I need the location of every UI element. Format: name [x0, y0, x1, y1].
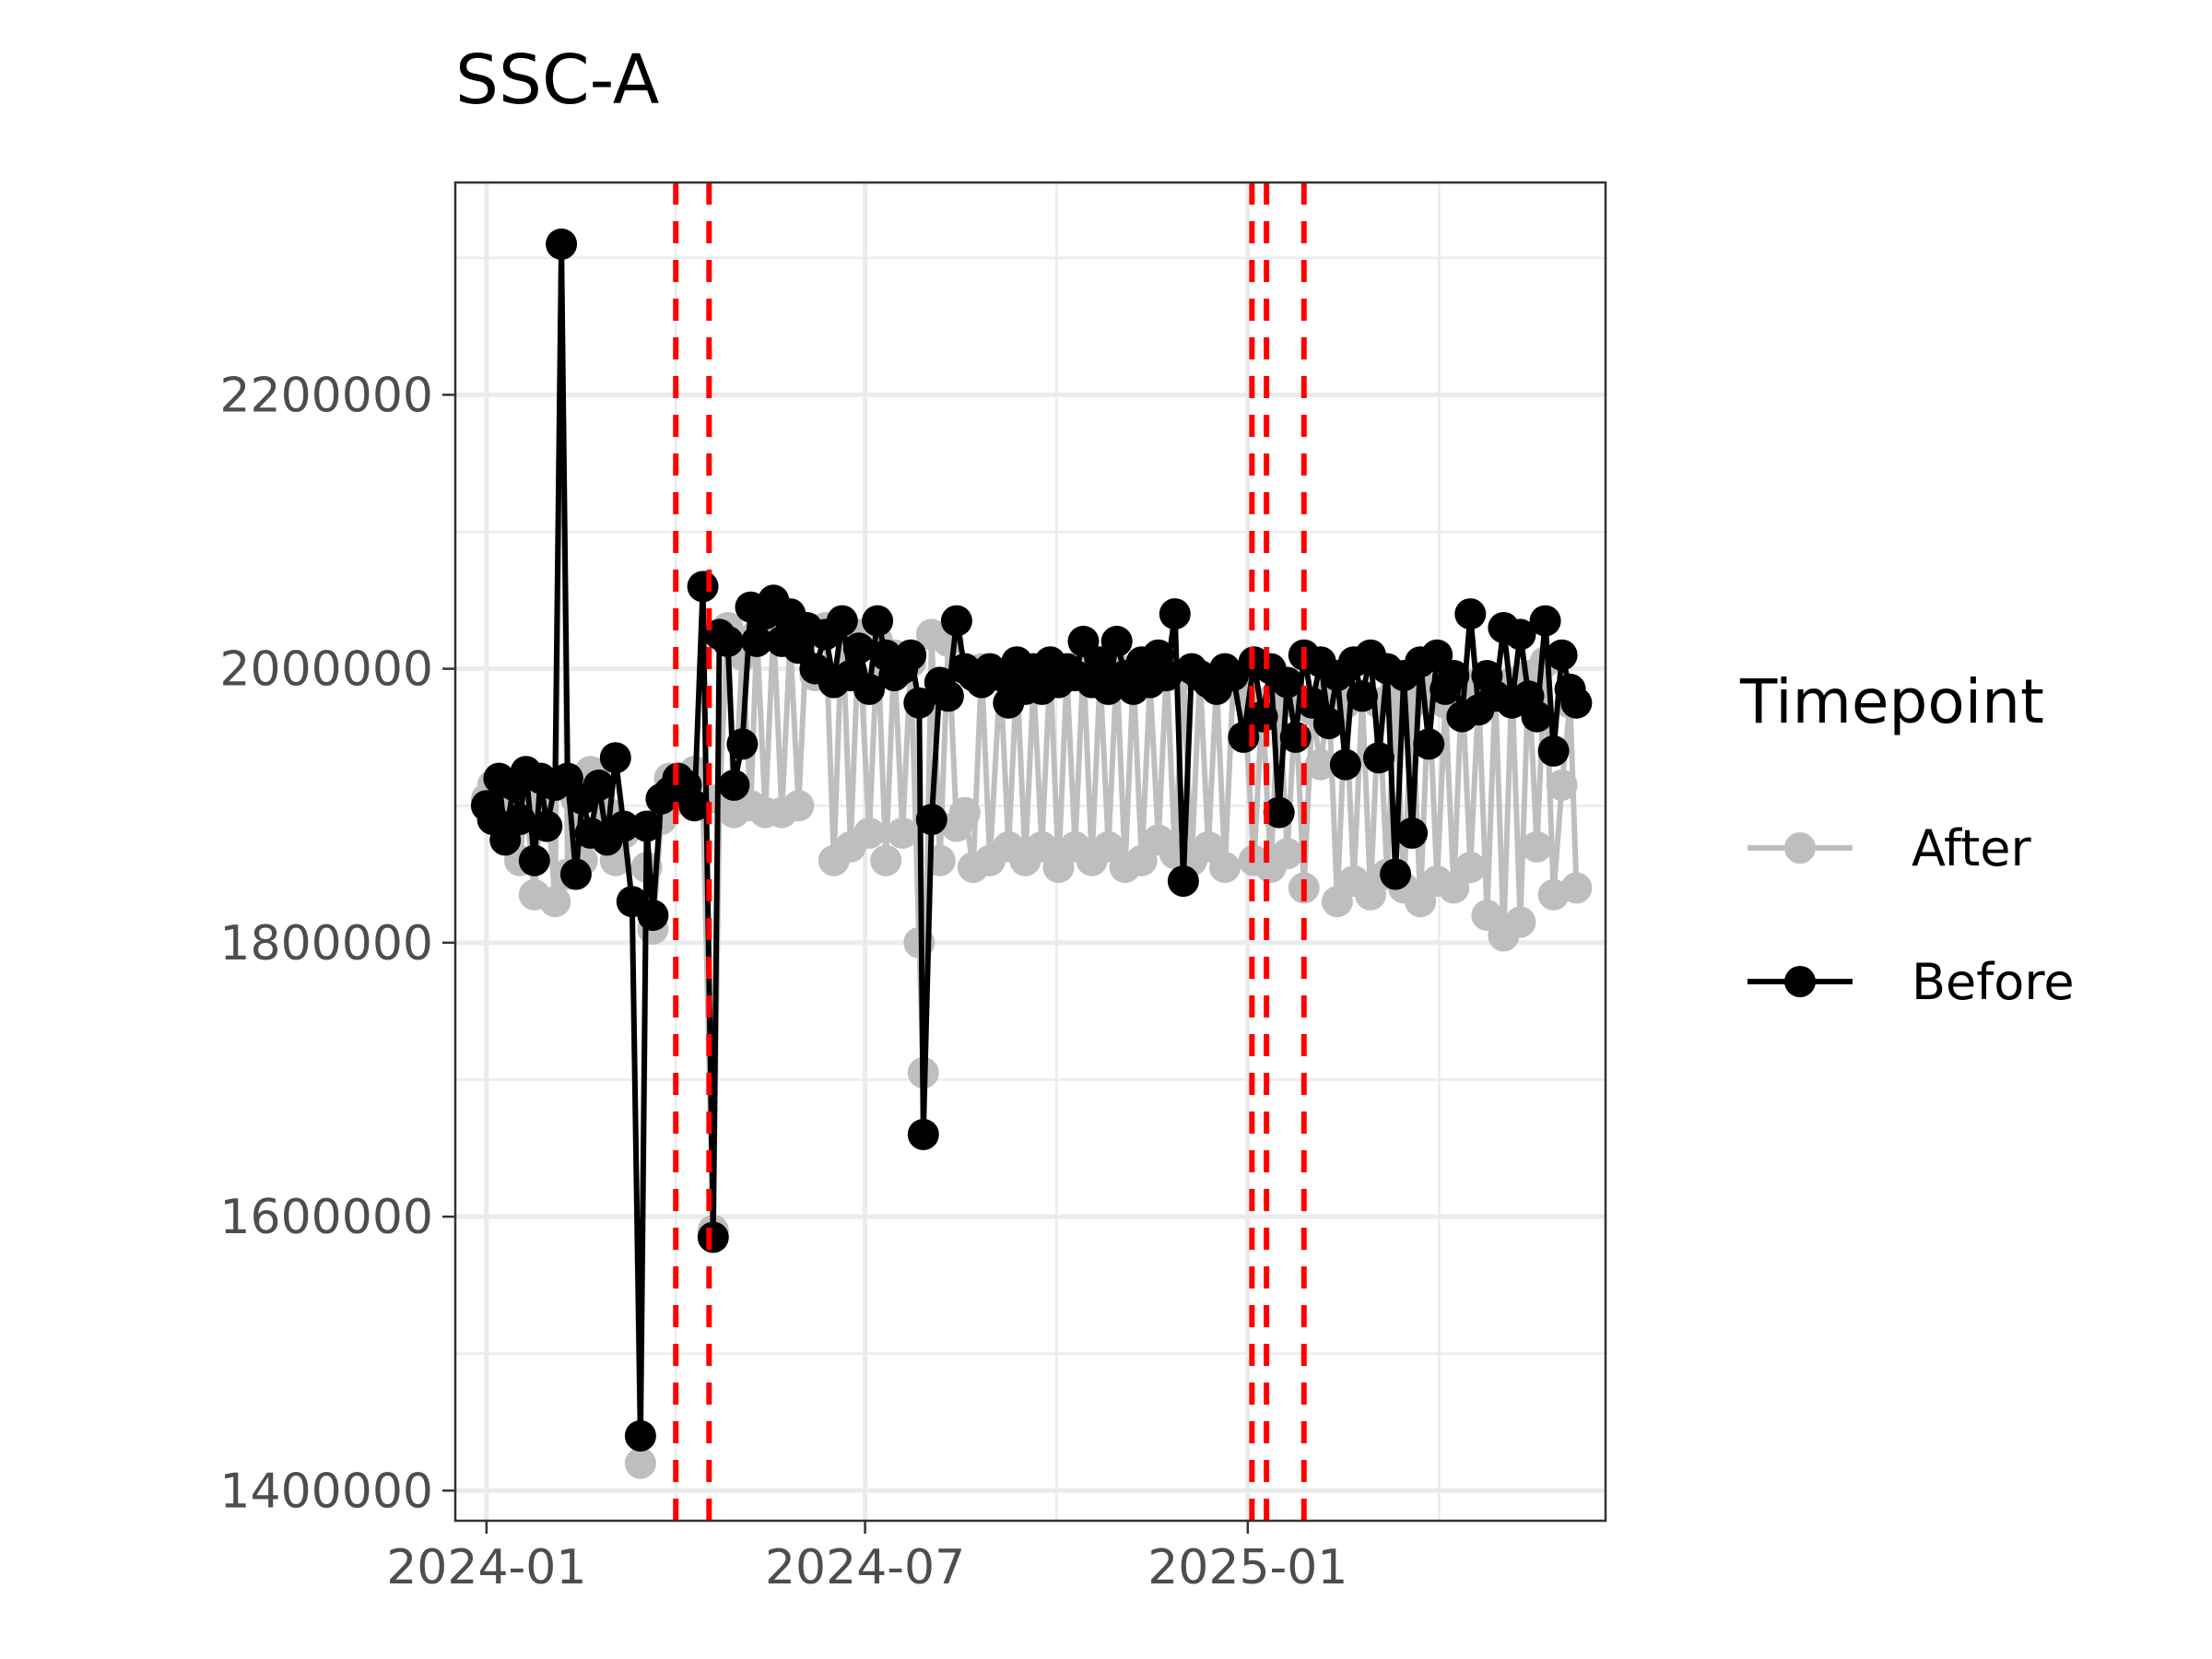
series-layer [470, 228, 1593, 1479]
y-axis: 1400000 1600000 1800000 2000000 2200000 [219, 368, 455, 1519]
data-point-before [1529, 605, 1561, 637]
data-point-before [1380, 858, 1412, 890]
data-point-before [504, 804, 535, 836]
data-point-before [718, 769, 750, 801]
x-tick-label: 2024-01 [386, 1540, 586, 1595]
data-point-before [842, 632, 875, 665]
data-point-after [1271, 838, 1303, 870]
data-point-before [1329, 748, 1361, 781]
data-point-before [518, 844, 550, 877]
data-point-before [940, 605, 972, 637]
data-point-before [826, 605, 858, 637]
data-point-after [870, 844, 902, 877]
data-point-before [697, 1221, 729, 1253]
data-point-before [582, 769, 615, 801]
data-point-before [1271, 666, 1303, 699]
chart-title: SSC-A [455, 41, 660, 120]
data-point-before [1546, 639, 1578, 671]
data-point-before [1504, 618, 1536, 651]
data-point-before [1167, 865, 1199, 897]
data-point-after [539, 886, 571, 918]
legend-label-before: Before [1912, 953, 2075, 1011]
data-point-before [712, 625, 744, 657]
legend-label-after: After [1912, 819, 2031, 877]
data-point-after [782, 790, 815, 822]
data-point-before [546, 228, 578, 260]
data-point-before [1521, 700, 1553, 733]
data-point-before [559, 858, 592, 890]
data-point-before [1438, 660, 1470, 691]
x-axis: 2024-01 2024-07 2025-01 [386, 1521, 1347, 1595]
y-tick-label: 1600000 [219, 1190, 433, 1245]
data-point-after [1209, 852, 1241, 884]
data-point-before [915, 804, 947, 836]
y-tick-label: 2000000 [219, 642, 433, 698]
legend: Timepoint After Before [1739, 666, 2075, 1011]
data-point-before [1159, 598, 1191, 630]
data-point-after [624, 1447, 656, 1479]
data-point-after [1546, 769, 1578, 801]
data-point-before [607, 810, 640, 842]
data-point-before [599, 742, 631, 774]
data-point-before [741, 625, 773, 657]
legend-key-after-point [1784, 832, 1816, 864]
data-point-before [1150, 660, 1182, 691]
y-tick-label: 2200000 [219, 368, 433, 423]
data-point-before [1537, 735, 1570, 767]
data-point-before [1100, 625, 1133, 657]
data-point-before [637, 900, 669, 932]
x-tick-label: 2025-01 [1147, 1540, 1347, 1595]
data-point-before [853, 673, 886, 705]
data-point-after [1454, 852, 1487, 884]
y-tick-label: 1400000 [219, 1464, 433, 1519]
data-point-after [1560, 872, 1593, 904]
data-point-after [1521, 830, 1553, 863]
data-point-before [726, 728, 759, 760]
data-point-after [1304, 748, 1336, 781]
data-point-before [862, 605, 894, 637]
reference-lines [673, 182, 1307, 1521]
x-tick-label: 2024-07 [765, 1540, 965, 1595]
data-point-before [624, 1419, 656, 1452]
data-point-before [630, 810, 663, 842]
legend-item-before: Before [1747, 953, 2075, 1011]
data-point-before [531, 810, 563, 842]
data-point-before [1312, 708, 1345, 739]
data-point-before [1347, 680, 1378, 712]
data-point-after [948, 796, 981, 829]
data-point-before [1413, 728, 1445, 760]
data-point-before [1363, 742, 1394, 774]
data-point-before [1396, 817, 1429, 849]
legend-item-after: After [1747, 819, 2031, 877]
legend-title: Timepoint [1739, 666, 2044, 737]
data-point-after [887, 817, 919, 849]
data-point-before [1263, 796, 1295, 829]
data-point-before [1560, 687, 1593, 719]
data-point-before [1454, 598, 1487, 630]
data-point-before [932, 680, 964, 712]
y-tick-label: 1800000 [219, 916, 433, 971]
data-point-before [687, 571, 719, 603]
data-point-after [1504, 906, 1536, 938]
data-point-before [903, 687, 935, 719]
data-point-before [907, 1118, 939, 1150]
plot-border [453, 181, 1607, 1523]
data-point-before [895, 639, 927, 671]
legend-key-before-point [1784, 966, 1816, 997]
data-point-after [853, 817, 886, 849]
data-point-before [678, 790, 711, 822]
